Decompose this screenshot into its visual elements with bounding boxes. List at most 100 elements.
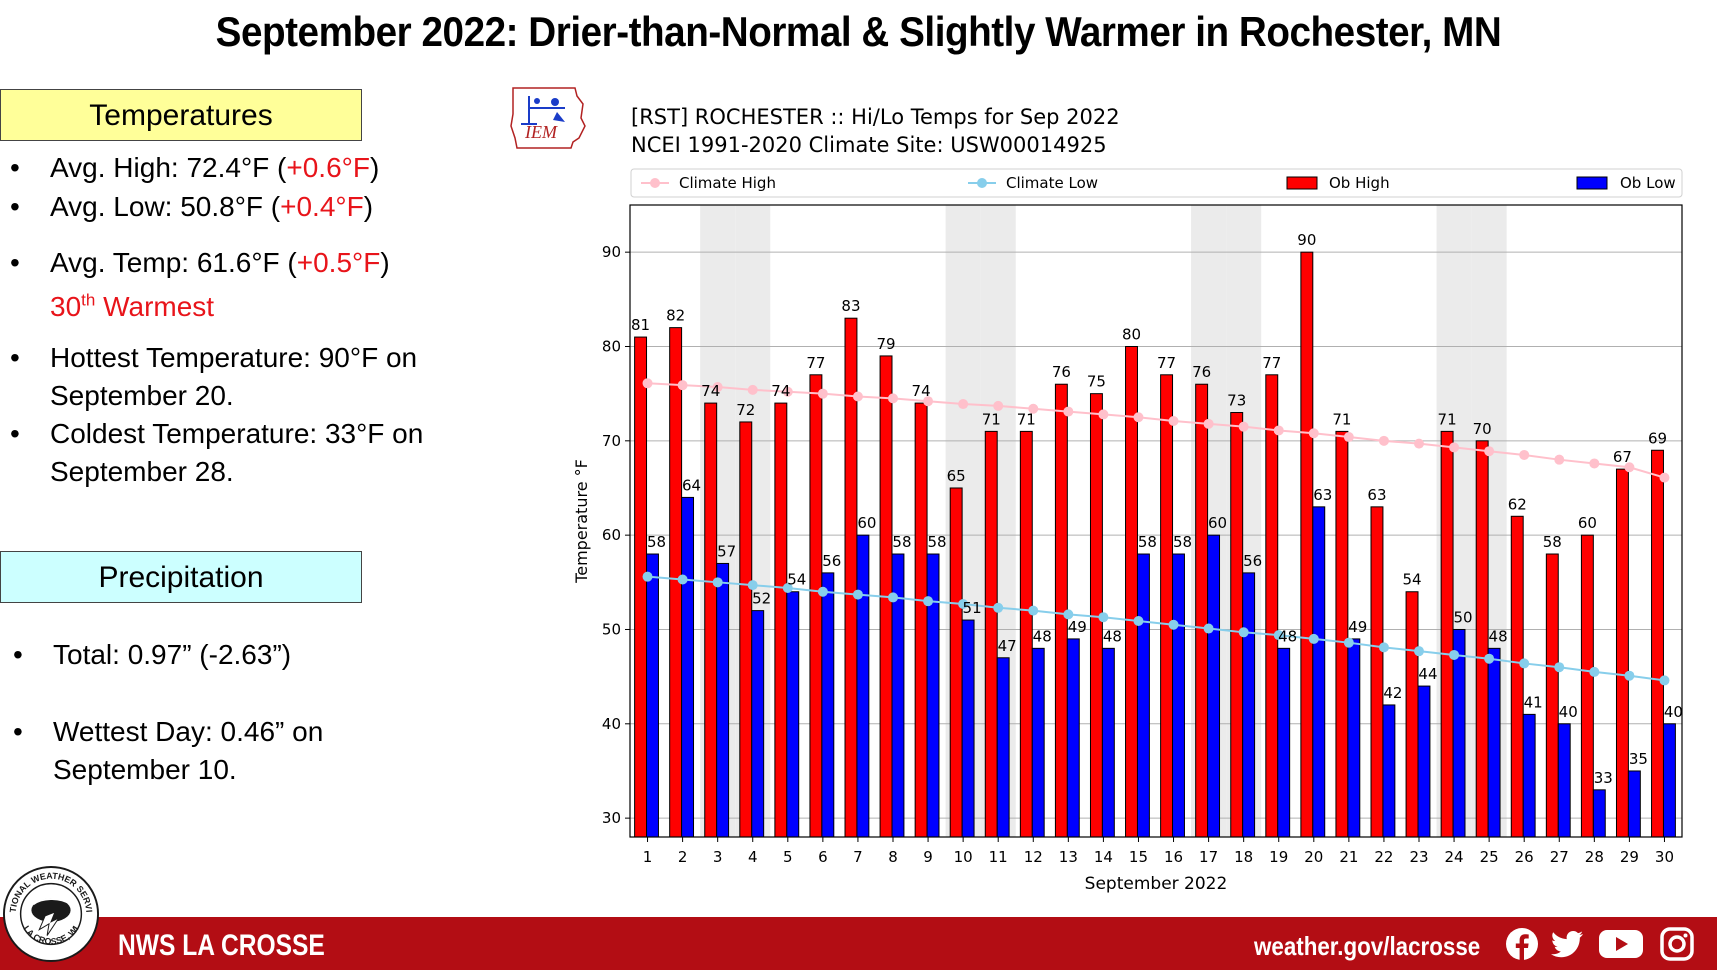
climate-low-point xyxy=(1098,612,1109,623)
data-label-low: 58 xyxy=(647,533,666,551)
climate-high-line xyxy=(647,382,1665,479)
climate-high-point xyxy=(993,400,1004,411)
legend-climate-low-marker xyxy=(977,178,987,188)
data-label-high: 67 xyxy=(1613,448,1632,466)
data-label-high: 74 xyxy=(701,382,720,400)
bar-ob-high xyxy=(809,374,823,838)
data-label-high: 77 xyxy=(1262,354,1281,372)
climate-high-point xyxy=(1414,438,1424,449)
climate-low-point xyxy=(1554,662,1565,673)
data-label-low: 48 xyxy=(1103,627,1122,645)
data-label-high: 76 xyxy=(1052,363,1071,381)
bar-ob-low xyxy=(1487,647,1501,838)
bar-ob-low xyxy=(1592,789,1606,838)
climate-low-point xyxy=(1484,653,1495,664)
storm-cloud-icon xyxy=(31,898,72,936)
x-tick-label: 24 xyxy=(1445,848,1464,866)
data-label-low: 56 xyxy=(822,552,841,570)
plot-frame xyxy=(629,204,1683,838)
legend-ob-high-swatch xyxy=(1286,176,1318,190)
close-paren: ) xyxy=(380,247,390,278)
bar-ob-low xyxy=(786,591,800,838)
youtube-icon[interactable] xyxy=(1598,927,1644,961)
rank-text: Warmest xyxy=(95,291,215,323)
data-label-low: 57 xyxy=(717,542,736,560)
avg-temp-item: • Avg. Temp: 61.6°F (+0.5°F) 30th Warmest xyxy=(10,244,390,326)
x-tick-label: 8 xyxy=(888,848,898,866)
precip-total: Total: 0.97” (-2.63”) xyxy=(53,639,292,670)
data-label-low: 47 xyxy=(998,637,1017,655)
x-tick-label: 2 xyxy=(678,848,688,866)
bar-ob-low xyxy=(751,610,765,838)
bar-ob-high xyxy=(1230,412,1244,838)
data-label-high: 90 xyxy=(1297,231,1316,249)
instagram-icon[interactable] xyxy=(1660,927,1694,961)
bar-ob-high xyxy=(1580,534,1594,838)
facebook-icon[interactable] xyxy=(1505,927,1539,961)
climate-high-point xyxy=(677,380,688,391)
x-tick-label: 11 xyxy=(989,848,1008,866)
x-tick-label: 28 xyxy=(1585,848,1604,866)
x-tick-label: 3 xyxy=(713,848,723,866)
bar-ob-low xyxy=(1066,638,1080,838)
climate-high-point xyxy=(888,393,898,404)
climate-low-point xyxy=(958,599,969,610)
climate-high-point xyxy=(1238,421,1249,432)
data-label-low: 58 xyxy=(927,533,946,551)
bar-ob-high xyxy=(1651,449,1664,838)
bar-ob-low xyxy=(1101,647,1115,838)
y-tick-label: 90 xyxy=(602,243,621,261)
bar-ob-low xyxy=(1277,647,1291,838)
climate-low-point xyxy=(1414,646,1424,657)
y-axis-label: Temperature °F xyxy=(572,459,591,584)
climate-high-point xyxy=(1063,406,1074,417)
data-label-high: 80 xyxy=(1122,325,1141,343)
close-paren: ) xyxy=(369,152,380,183)
legend-ob-low-label: Ob Low xyxy=(1620,174,1676,192)
bar-ob-high xyxy=(774,402,788,838)
bar-ob-high xyxy=(1160,374,1174,838)
iem-text: IEM xyxy=(524,122,558,142)
website-link[interactable]: weather.gov/lacrosse xyxy=(1254,931,1481,961)
data-label-low: 41 xyxy=(1524,693,1543,711)
twitter-icon[interactable] xyxy=(1550,927,1584,961)
data-label-low: 48 xyxy=(1489,627,1508,645)
bar-ob-low xyxy=(1031,647,1045,838)
bar-ob-high xyxy=(1545,553,1559,838)
data-label-low: 40 xyxy=(1559,703,1578,721)
bar-ob-low xyxy=(1452,628,1466,838)
bar-ob-high xyxy=(1405,591,1419,838)
wettest-line-1: Wettest Day: 0.46” on xyxy=(53,716,324,747)
data-label-low: 50 xyxy=(1453,608,1472,626)
climate-high-point xyxy=(642,378,653,389)
climate-low-point xyxy=(782,582,793,593)
climate-low-point xyxy=(1589,666,1600,677)
avg-temp-label: Avg. Temp: 61.6°F ( xyxy=(50,247,297,278)
data-label-high: 79 xyxy=(876,335,895,353)
data-label-high: 71 xyxy=(982,410,1001,428)
legend-climate-high-label: Climate High xyxy=(679,174,776,192)
x-tick-label: 7 xyxy=(853,848,863,866)
precip-total-item: • Total: 0.97” (-2.63”) xyxy=(13,636,292,674)
rank-number: 30 xyxy=(50,291,82,323)
footer-bar: NWS LA CROSSE weather.gov/lacrosse xyxy=(0,917,1717,970)
bullet-icon: • xyxy=(13,716,23,747)
bar-ob-high xyxy=(984,430,998,838)
bar-ob-low xyxy=(1312,506,1326,838)
data-label-low: 48 xyxy=(1278,627,1297,645)
data-label-low: 35 xyxy=(1629,750,1648,768)
weather-station-icon xyxy=(521,96,565,125)
rank-suffix: th xyxy=(81,291,96,310)
office-name: NWS LA CROSSE xyxy=(118,929,325,962)
bar-ob-high xyxy=(1300,251,1314,838)
data-label-high: 77 xyxy=(1157,354,1176,372)
x-tick-label: 18 xyxy=(1234,848,1253,866)
y-tick-label: 50 xyxy=(602,620,621,638)
climate-high-point xyxy=(1589,458,1600,469)
data-label-high: 70 xyxy=(1473,420,1492,438)
wettest-line-2: September 10. xyxy=(53,754,237,785)
chart-title: [RST] ROCHESTER :: Hi/Lo Temps for Sep 2… xyxy=(631,105,1120,129)
bullet-icon: • xyxy=(10,152,20,183)
bar-ob-low xyxy=(1242,572,1256,838)
bar-ob-high xyxy=(1370,506,1384,838)
